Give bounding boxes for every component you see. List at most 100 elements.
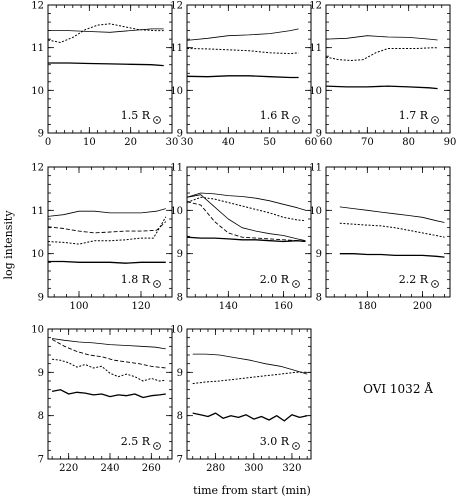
y-tick-label: 9 (38, 368, 44, 379)
sun-symbol-dot (295, 119, 297, 121)
series-line-dotted (186, 196, 306, 222)
y-tick-label: 10 (309, 86, 322, 97)
x-tick-label: 0 (45, 137, 51, 148)
y-tick-label: 11 (309, 43, 322, 54)
x-tick-label: 220 (59, 463, 78, 474)
panel-2: 9 10 11 12 30 40 50 60 1.6 R (170, 1, 317, 149)
y-tick-label: 10 (170, 325, 183, 336)
y-tick-label: 12 (309, 1, 322, 12)
y-tick-label: 12 (31, 163, 44, 174)
series-line-dashed (186, 201, 306, 242)
x-axis-title: time from start (min) (193, 484, 311, 497)
x-tick-label: 300 (244, 463, 263, 474)
sun-symbol-icon (431, 116, 439, 124)
panel-frame (325, 166, 451, 298)
panel-1: 9 10 11 12 0 10 20 30 1.5 R (31, 1, 178, 149)
y-tick-label: 11 (31, 206, 44, 217)
sun-symbol-icon (292, 442, 300, 450)
y-tick-label: 9 (316, 249, 322, 260)
x-tick-label: 80 (402, 137, 415, 148)
panel-frame (47, 4, 173, 134)
series-line-solid-thin (47, 208, 166, 217)
y-tick-label: 9 (177, 249, 183, 260)
x-tick-label: 160 (274, 301, 293, 312)
x-tick-label: 200 (413, 301, 432, 312)
y-tick-label: 9 (38, 129, 44, 140)
series-line-solid-thick (186, 75, 299, 79)
sun-symbol-dot (156, 445, 158, 447)
panel-label: 1.6 R (260, 109, 290, 122)
x-tick-label: 60 (320, 137, 333, 148)
y-tick-label: 7 (38, 455, 44, 466)
x-tick-label: 30 (181, 137, 194, 148)
sun-symbol-dot (156, 119, 158, 121)
series-line-dashed (47, 221, 167, 234)
panel-label: 1.5 R (121, 109, 151, 122)
panel-label: 2.2 R (399, 273, 429, 286)
series-line-solid-thick (48, 260, 166, 264)
x-tick-label: 240 (100, 463, 119, 474)
sun-symbol-dot (295, 283, 297, 285)
series-line-solid-thick (186, 236, 306, 243)
y-tick-label: 9 (177, 368, 183, 379)
panel-label: 2.5 R (121, 435, 151, 448)
x-tick-label: 320 (282, 463, 301, 474)
series-line-solid-thin-2 (186, 194, 306, 242)
sun-symbol-icon (153, 280, 161, 288)
x-tick-label: 140 (219, 301, 238, 312)
series-line-dotted (47, 23, 164, 43)
series-line-solid-thin (186, 192, 306, 211)
y-tick-label: 10 (170, 86, 183, 97)
panel-frame (47, 328, 173, 460)
panel-frame (325, 4, 451, 134)
series-line-dotted (339, 222, 445, 238)
y-tick-label: 10 (31, 86, 44, 97)
series-line-solid-thick (339, 253, 445, 258)
series-line-solid-thin (339, 206, 445, 223)
panel-frame (47, 166, 173, 298)
panel-label: 2.0 R (260, 273, 290, 286)
y-tick-label: 8 (38, 411, 44, 422)
sun-symbol-dot (434, 119, 436, 121)
panel-5: 8 9 10 11 140 160 2.0 R (170, 163, 312, 312)
panel-4: 9 10 11 12 100 120 1.8 R (31, 163, 173, 312)
series-line-dotted (192, 371, 308, 385)
x-tick-label: 120 (131, 301, 150, 312)
y-tick-label: 9 (316, 129, 322, 140)
x-tick-label: 180 (358, 301, 377, 312)
species-annotation: OVI 1032 Å (363, 381, 433, 396)
y-tick-label: 9 (38, 293, 44, 304)
panel-frame (186, 4, 312, 134)
x-tick-label: 70 (361, 137, 374, 148)
series-line-solid-thick (48, 62, 164, 67)
sun-symbol-icon (153, 442, 161, 450)
panel-label: 1.8 R (121, 273, 151, 286)
series-line-solid-thin (186, 28, 299, 41)
x-tick-label: 40 (222, 137, 235, 148)
series-line-solid-thick (192, 412, 308, 422)
panel-7: 7 8 9 10 220 240 260 2.5 R (31, 325, 173, 474)
y-tick-label: 10 (309, 206, 322, 217)
series-line-solid-thin (52, 338, 166, 350)
series-line-dotted (47, 216, 167, 245)
x-tick-label: 20 (124, 137, 137, 148)
panel-frame (186, 328, 312, 460)
x-tick-label: 280 (206, 463, 225, 474)
x-tick-label: 10 (83, 137, 96, 148)
panel-frame (186, 166, 312, 298)
y-tick-label: 10 (31, 249, 44, 260)
y-tick-label: 11 (170, 163, 183, 174)
series-line-solid-thin (325, 35, 438, 41)
panel-label: 1.7 R (399, 109, 429, 122)
y-axis-title: log intensity (2, 210, 15, 280)
y-tick-label: 12 (31, 1, 44, 12)
panel-6: 8 9 10 11 180 200 2.2 R (309, 163, 451, 312)
panel-8: 7 8 9 10 280 300 320 3.0 R (170, 325, 312, 474)
series-line-solid-thick (325, 85, 438, 90)
panel-label: 3.0 R (260, 435, 290, 448)
sun-symbol-dot (295, 445, 297, 447)
y-tick-label: 10 (31, 325, 44, 336)
series-line-dotted (186, 48, 299, 55)
y-tick-label: 8 (177, 293, 183, 304)
